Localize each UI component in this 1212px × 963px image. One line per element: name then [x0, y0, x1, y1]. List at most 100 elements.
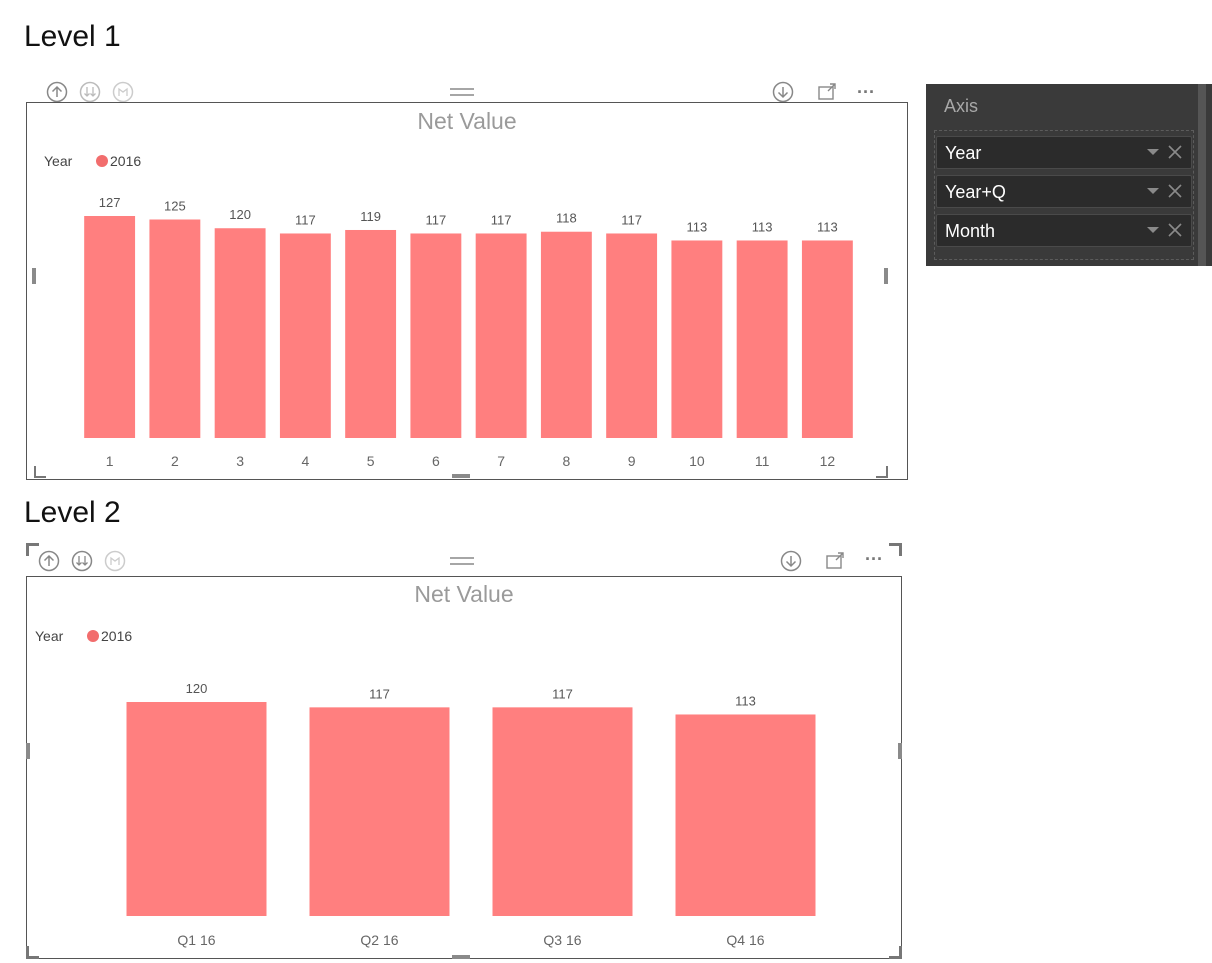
level-2-heading: Level 2: [24, 496, 121, 529]
axis-field-label: Year+Q: [945, 182, 1006, 202]
data-label: 113: [735, 693, 756, 708]
axis-panel-title: Axis: [944, 96, 979, 116]
resize-handle-bottom[interactable]: [452, 955, 470, 959]
bar[interactable]: [214, 228, 266, 438]
legend-title: Year: [35, 628, 64, 644]
drill-up-icon[interactable]: [38, 550, 60, 572]
bar[interactable]: [475, 233, 527, 438]
data-label: 113: [817, 219, 838, 234]
data-label: 117: [491, 212, 512, 227]
tick-label: 11: [755, 453, 770, 469]
data-label: 113: [752, 219, 773, 234]
resize-handle-bottom[interactable]: [452, 474, 470, 478]
bar[interactable]: [126, 702, 267, 916]
data-label: 117: [295, 212, 316, 227]
resize-corner-top-right[interactable]: [889, 543, 902, 556]
tick-label: Q2 16: [360, 932, 398, 948]
close-icon[interactable]: [1165, 220, 1185, 240]
bar[interactable]: [410, 233, 462, 438]
tick-label: 10: [689, 453, 705, 469]
bar[interactable]: [675, 714, 816, 916]
tick-label: 2: [171, 453, 179, 469]
legend-title: Year: [44, 153, 73, 169]
data-label: 120: [186, 681, 208, 696]
tick-label: 9: [628, 453, 636, 469]
expand-all-down-icon[interactable]: [71, 550, 93, 572]
panel-scrollbar[interactable]: [1198, 84, 1206, 266]
data-label: 118: [556, 211, 577, 226]
more-options-icon[interactable]: ···: [857, 81, 875, 102]
drill-down-icon[interactable]: [112, 81, 134, 103]
tick-label: 4: [301, 453, 309, 469]
bar[interactable]: [606, 233, 658, 438]
tick-label: 6: [432, 453, 440, 469]
tick-label: Q1 16: [177, 932, 215, 948]
resize-handle-left[interactable]: [26, 743, 30, 759]
chevron-down-icon[interactable]: [1147, 227, 1159, 233]
bar[interactable]: [279, 233, 331, 438]
resize-handle-right[interactable]: [898, 743, 902, 759]
focus-mode-icon[interactable]: [824, 550, 846, 572]
drill-up-icon[interactable]: [46, 81, 68, 103]
axis-field-year-q[interactable]: Year+Q: [936, 175, 1192, 208]
chevron-down-icon[interactable]: [1147, 149, 1159, 155]
legend-marker: [96, 155, 108, 167]
data-label: 117: [369, 686, 390, 701]
resize-corner-bottom-left[interactable]: [34, 466, 46, 478]
data-label: 113: [687, 219, 708, 234]
bar[interactable]: [801, 240, 853, 438]
axis-field-label: Month: [945, 221, 996, 241]
chart-visual-level-2[interactable]: ··· Net Value Year 2016 120 Q1 16 117 Q2 16 117…: [26, 543, 902, 959]
axis-field-well-panel: Axis Year Year+Q Month: [926, 84, 1212, 266]
bar[interactable]: [736, 240, 788, 438]
level-1-heading: Level 1: [24, 20, 121, 53]
more-options-icon[interactable]: ···: [865, 548, 883, 569]
data-label: 117: [426, 212, 447, 227]
drill-down-icon[interactable]: [104, 550, 126, 572]
resize-corner-bottom-right[interactable]: [876, 466, 888, 478]
tick-label: 12: [820, 453, 836, 469]
legend-entry[interactable]: 2016: [110, 153, 141, 169]
data-label: 120: [229, 207, 251, 222]
bar[interactable]: [84, 216, 136, 438]
bar[interactable]: [345, 229, 397, 438]
drill-mode-icon[interactable]: [780, 550, 802, 572]
expand-all-down-icon[interactable]: [79, 81, 101, 103]
bar[interactable]: [149, 219, 201, 438]
tick-label: 5: [367, 453, 375, 469]
bar[interactable]: [540, 231, 592, 438]
close-icon[interactable]: [1165, 181, 1185, 201]
tick-label: Q3 16: [543, 932, 581, 948]
chart-title: Net Value: [414, 581, 513, 607]
data-label: 117: [552, 686, 573, 701]
tick-label: Q4 16: [726, 932, 764, 948]
drill-mode-icon[interactable]: [772, 81, 794, 103]
drag-handle-icon[interactable]: [450, 550, 474, 572]
bar[interactable]: [671, 240, 723, 438]
data-label: 127: [99, 195, 121, 210]
drag-handle-icon[interactable]: [450, 81, 474, 103]
resize-corner-bottom-left[interactable]: [26, 946, 39, 959]
close-icon[interactable]: [1165, 142, 1185, 162]
resize-handle-left[interactable]: [32, 268, 36, 284]
tick-label: 1: [106, 453, 114, 469]
visual-header: ···: [26, 546, 902, 577]
bar-chart-level-2: Net Value Year 2016 120 Q1 16 117 Q2 16 117 Q3 1…: [35, 581, 816, 948]
tick-label: 3: [236, 453, 244, 469]
focus-mode-icon[interactable]: [816, 81, 838, 103]
resize-corner-top-left[interactable]: [26, 543, 39, 556]
chart-visual-level-1[interactable]: ··· Net Value Year 2016 127 1 125 2 120 3 117 4 119…: [26, 78, 908, 480]
bar[interactable]: [309, 707, 450, 916]
axis-drop-area[interactable]: [934, 130, 1194, 260]
axis-field-label: Year: [945, 143, 982, 163]
axis-field-year[interactable]: Year: [936, 136, 1192, 169]
tick-label: 7: [497, 453, 505, 469]
resize-handle-right[interactable]: [884, 268, 888, 284]
chevron-down-icon[interactable]: [1147, 188, 1159, 194]
resize-corner-bottom-right[interactable]: [889, 946, 902, 959]
data-label: 119: [360, 209, 381, 224]
legend-entry[interactable]: 2016: [101, 628, 132, 644]
bar[interactable]: [492, 707, 633, 916]
axis-field-month[interactable]: Month: [936, 214, 1192, 247]
